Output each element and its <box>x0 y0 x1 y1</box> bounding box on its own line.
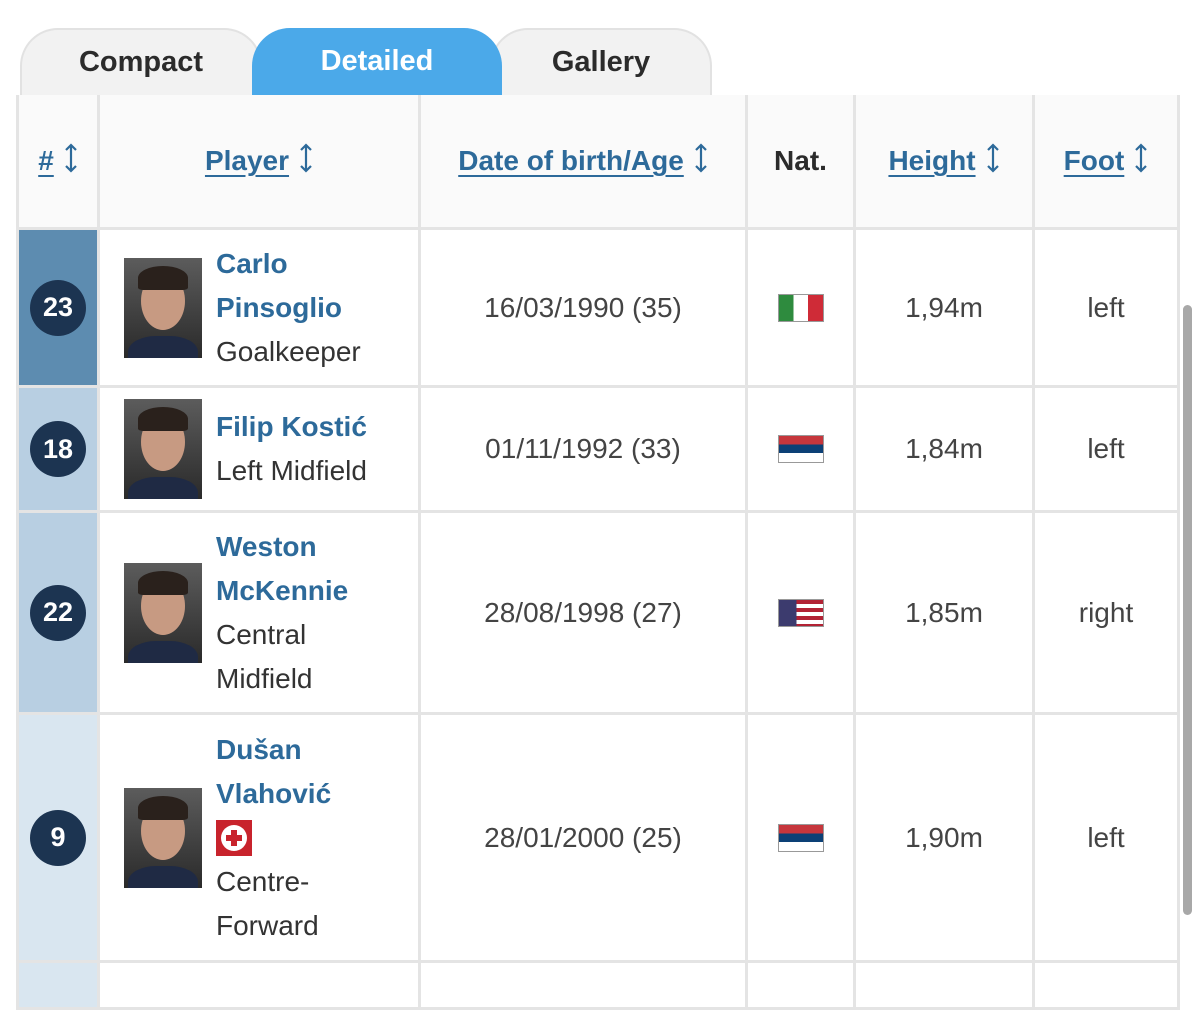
photo-hair <box>138 407 188 431</box>
partial-cell <box>100 963 421 1010</box>
player-cell: Carlo Pinsoglio Goalkeeper <box>100 230 421 388</box>
dob-cell: 28/08/1998 (27) <box>421 513 748 715</box>
player-photo <box>124 257 202 358</box>
column-header: Height <box>856 95 1035 230</box>
player-cell: Filip Kostić Left Midfield <box>100 388 421 513</box>
foot: left <box>1087 821 1125 853</box>
height-cell: 1,85m <box>856 513 1035 715</box>
foot-cell: left <box>1035 715 1180 963</box>
nat-cell <box>748 513 856 715</box>
nat-cell <box>748 230 856 388</box>
column-header: # <box>16 95 100 230</box>
dob-cell: 01/11/1992 (33) <box>421 388 748 513</box>
height-cell: 1,94m <box>856 230 1035 388</box>
foot-cell: left <box>1035 388 1180 513</box>
player-position: Centre-Forward <box>216 865 319 941</box>
number-cell: 9 <box>16 715 100 963</box>
sort-icon[interactable] <box>694 142 708 180</box>
nationality-flag <box>777 293 824 322</box>
sort-icon[interactable] <box>299 142 313 180</box>
page: {"tabs": [{"label": "Compact", "active":… <box>16 28 1192 1010</box>
partial-cell <box>421 963 748 1010</box>
number-cell: 22 <box>16 513 100 715</box>
partial-cell <box>856 963 1035 1010</box>
column-header: Nat. <box>748 95 856 230</box>
column-header: Player <box>100 95 421 230</box>
header-label[interactable]: # <box>38 145 54 176</box>
nat-cell <box>748 715 856 963</box>
height-cell: 1,84m <box>856 388 1035 513</box>
player-position: Goalkeeper <box>216 335 361 367</box>
player-position: Central Midfield <box>216 618 313 694</box>
player-info: Filip Kostić Left Midfield <box>216 405 406 493</box>
shirt-number: 9 <box>30 809 86 866</box>
player-cell: Dušan Vlahović Centre-Forward <box>100 715 421 963</box>
partial-cell <box>16 963 100 1010</box>
shirt-number: 22 <box>30 584 86 641</box>
photo-hair <box>138 265 188 290</box>
column-header: Foot <box>1035 95 1180 230</box>
date-of-birth-age: 28/01/2000 (25) <box>484 821 682 853</box>
player-info: Carlo Pinsoglio Goalkeeper <box>216 242 406 374</box>
column-header: Date of birth/Age <box>421 95 748 230</box>
nationality-flag <box>777 823 824 852</box>
scrollbar[interactable] <box>1183 305 1192 915</box>
height: 1,84m <box>905 433 983 464</box>
player-photo <box>124 399 202 499</box>
tab[interactable]: Compact <box>20 28 262 95</box>
player-name[interactable]: Carlo Pinsoglio <box>216 247 342 323</box>
header-label[interactable]: Player <box>204 145 290 176</box>
dob-cell: 16/03/1990 (35) <box>421 230 748 388</box>
shirt-number: 18 <box>30 421 86 477</box>
height: 1,85m <box>905 596 983 628</box>
sort-icon[interactable] <box>986 142 1000 180</box>
shirt-number: 23 <box>30 279 86 336</box>
tab[interactable]: Gallery <box>490 28 712 95</box>
player-position: Left Midfield <box>216 455 367 486</box>
sort-icon[interactable] <box>1134 142 1148 180</box>
photo-body <box>128 335 198 358</box>
player-info: Dušan Vlahović Centre-Forward <box>216 728 406 948</box>
date-of-birth-age: 28/08/1998 (27) <box>484 596 682 628</box>
photo-body <box>128 640 198 663</box>
foot: left <box>1087 433 1125 464</box>
foot-cell: left <box>1035 230 1180 388</box>
player-name[interactable]: Weston McKennie <box>216 530 349 606</box>
foot-cell: right <box>1035 513 1180 715</box>
nationality-flag <box>777 598 824 627</box>
date-of-birth-age: 01/11/1992 (33) <box>485 433 681 464</box>
photo-body <box>128 477 198 499</box>
player-cell: Weston McKennie Central Midfield <box>100 513 421 715</box>
height: 1,90m <box>905 821 983 853</box>
nationality-flag <box>777 435 824 463</box>
player-photo <box>124 787 202 888</box>
player-photo <box>124 562 202 663</box>
height: 1,94m <box>905 291 983 323</box>
number-cell: 18 <box>16 388 100 513</box>
player-name[interactable]: Filip Kostić <box>216 411 367 442</box>
partial-cell <box>748 963 856 1010</box>
header-label: Nat. <box>774 145 827 176</box>
header-label[interactable]: Height <box>888 145 976 176</box>
header-label[interactable]: Foot <box>1063 145 1125 176</box>
photo-hair <box>138 795 188 820</box>
date-of-birth-age: 16/03/1990 (35) <box>484 291 682 323</box>
photo-hair <box>138 570 188 595</box>
dob-cell: 28/01/2000 (25) <box>421 715 748 963</box>
tab[interactable]: Detailed <box>252 28 502 95</box>
nat-cell <box>748 388 856 513</box>
sort-icon[interactable] <box>64 142 78 180</box>
foot: right <box>1078 596 1134 628</box>
header-label[interactable]: Date of birth/Age <box>458 145 684 176</box>
player-info: Weston McKennie Central Midfield <box>216 525 406 701</box>
foot: left <box>1087 291 1125 323</box>
photo-body <box>128 865 198 888</box>
injury-icon <box>216 819 252 856</box>
number-cell: 23 <box>16 230 100 388</box>
player-name[interactable]: Dušan Vlahović <box>216 733 332 809</box>
partial-cell <box>1035 963 1180 1010</box>
height-cell: 1,90m <box>856 715 1035 963</box>
